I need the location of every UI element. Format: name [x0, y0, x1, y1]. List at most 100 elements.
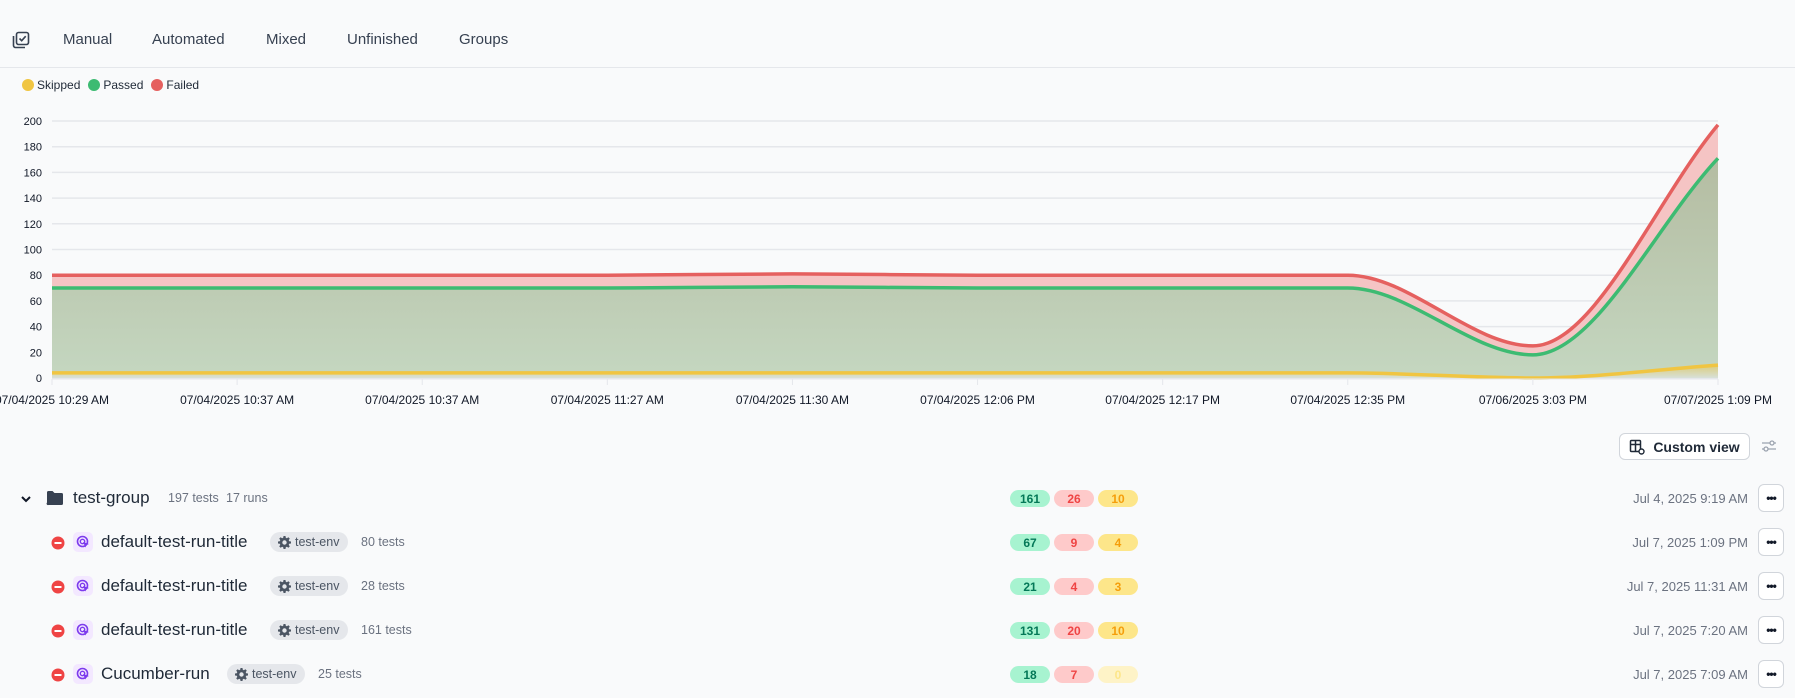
x-tick-label: 07/04/2025 10:37 AM: [180, 393, 294, 407]
group-name[interactable]: test-group: [73, 488, 150, 507]
chevron-down-icon[interactable]: [20, 494, 32, 504]
y-tick-label: 80: [30, 270, 42, 282]
group-date: Jul 4, 2025 9:19 AM: [1633, 491, 1748, 506]
y-tick-label: 20: [30, 347, 42, 359]
passed-dot-icon: [88, 79, 101, 91]
passed-line: [51, 157, 1720, 357]
table-settings-icon: [1630, 439, 1646, 455]
status-badges: 21 4 3: [1010, 578, 1138, 595]
gear-icon: [278, 623, 291, 637]
y-tick-label: 60: [30, 296, 42, 308]
run-date: Jul 7, 2025 7:09 AM: [1633, 667, 1748, 682]
legend-label: Failed: [166, 78, 200, 92]
legend-failed[interactable]: Failed: [151, 78, 199, 92]
legend-passed[interactable]: Passed: [88, 78, 143, 92]
tab-bar: Manual Automated Mixed Unfinished Groups: [0, 0, 1795, 68]
run-date: Jul 7, 2025 11:31 AM: [1626, 579, 1748, 594]
more-options-button[interactable]: •••: [1758, 572, 1784, 600]
failed-status-icon: [51, 668, 65, 682]
y-tick-label: 40: [30, 322, 42, 334]
y-tick-label: 100: [24, 245, 42, 257]
x-tick-label: 07/06/2025 3:03 PM: [1479, 393, 1587, 407]
run-tests-count: 25 tests: [318, 667, 362, 681]
sliders-icon[interactable]: [1761, 438, 1777, 454]
passed-badge: 67: [1010, 534, 1050, 551]
failed-line: [52, 123, 1720, 348]
y-tick-label: 0: [36, 373, 42, 385]
gear-icon: [278, 579, 291, 593]
environment-tag: test-env: [270, 620, 349, 640]
x-tick-label: 07/04/2025 12:06 PM: [920, 393, 1035, 407]
skipped-badge: 0: [1098, 666, 1138, 683]
passed-badge: 21: [1010, 578, 1050, 595]
status-badges: 18 7 0: [1010, 666, 1138, 683]
status-badges: 131 20 10: [1010, 622, 1138, 639]
gear-icon: [235, 667, 248, 681]
run-tests-count: 28 tests: [361, 579, 405, 593]
run-name[interactable]: default-test-run-title: [101, 576, 248, 595]
automated-run-icon: [73, 532, 93, 552]
more-options-button[interactable]: •••: [1758, 484, 1784, 512]
more-options-button[interactable]: •••: [1758, 616, 1784, 644]
tab-manual[interactable]: Manual: [63, 31, 113, 48]
environment-label: test-env: [295, 623, 340, 637]
y-tick-label: 160: [24, 167, 42, 179]
tab-groups[interactable]: Groups: [459, 31, 509, 48]
x-tick-label: 07/04/2025 10:29 AM: [0, 393, 109, 407]
checklist-icon[interactable]: [12, 31, 30, 49]
failed-dot-icon: [151, 79, 164, 91]
run-date: Jul 7, 2025 7:20 AM: [1633, 623, 1748, 638]
x-tick-label: 07/04/2025 11:27 AM: [551, 393, 664, 407]
environment-tag: test-env: [270, 576, 349, 596]
passed-badge: 18: [1010, 666, 1050, 683]
failed-status-icon: [51, 536, 65, 550]
status-badges: 161 26 10: [1010, 490, 1138, 507]
passed-badge: 161: [1010, 490, 1050, 507]
stacked-area-chart: 0 20 40 60 80 100 120 140 160 180 200 07/04/2025 10…: [0, 116, 1772, 407]
legend-skipped[interactable]: Skipped: [22, 78, 80, 92]
passed-badge: 131: [1010, 622, 1050, 639]
failed-badge: 20: [1054, 622, 1094, 639]
more-options-button[interactable]: •••: [1758, 660, 1784, 688]
passed-area: [52, 158, 1718, 378]
tab-unfinished[interactable]: Unfinished: [347, 31, 418, 48]
run-tests-count: 80 tests: [361, 535, 405, 549]
skipped-line: [52, 363, 1719, 380]
run-date: Jul 7, 2025 1:09 PM: [1632, 535, 1748, 550]
status-badges: 67 9 4: [1010, 534, 1138, 551]
automated-run-icon: [73, 576, 93, 596]
skipped-dot-icon: [22, 79, 34, 91]
failed-status-icon: [51, 624, 65, 638]
more-options-button[interactable]: •••: [1758, 528, 1784, 556]
legend-label: Skipped: [37, 78, 81, 92]
failed-status-icon: [51, 580, 65, 594]
y-tick-label: 200: [24, 116, 42, 128]
failed-badge: 26: [1054, 490, 1094, 507]
custom-view-label: Custom view: [1653, 438, 1740, 455]
run-name[interactable]: Cucumber-run: [101, 664, 210, 683]
group-tests-count: 197 tests: [168, 491, 219, 505]
custom-view-button[interactable]: Custom view: [1619, 433, 1750, 460]
environment-tag: test-env: [270, 532, 349, 552]
environment-tag: test-env: [227, 664, 306, 684]
failed-badge: 9: [1054, 534, 1094, 551]
environment-label: test-env: [295, 535, 340, 549]
skipped-area: [52, 365, 1718, 378]
legend-label: Passed: [103, 78, 144, 92]
skipped-badge: 4: [1098, 534, 1138, 551]
run-row[interactable]: default-test-run-title test-env 28 tests…: [0, 567, 1795, 607]
run-row[interactable]: Cucumber-run test-env 25 tests 18 7 0 Ju…: [0, 655, 1795, 695]
tab-mixed[interactable]: Mixed: [266, 31, 307, 48]
failed-badge: 4: [1054, 578, 1094, 595]
y-tick-label: 180: [24, 142, 42, 154]
run-row[interactable]: default-test-run-title test-env 80 tests…: [0, 523, 1795, 563]
run-row[interactable]: default-test-run-title test-env 161 test…: [0, 611, 1795, 651]
group-runs-count: 17 runs: [226, 491, 268, 505]
tab-automated[interactable]: Automated: [152, 31, 225, 48]
run-name[interactable]: default-test-run-title: [101, 532, 248, 551]
gear-icon: [278, 535, 291, 549]
x-tick-label: 07/04/2025 10:37 AM: [365, 393, 479, 407]
run-name[interactable]: default-test-run-title: [101, 620, 248, 639]
group-row[interactable]: test-group 197 tests 17 runs 161 26 10 J…: [0, 479, 1795, 519]
environment-label: test-env: [295, 579, 340, 593]
